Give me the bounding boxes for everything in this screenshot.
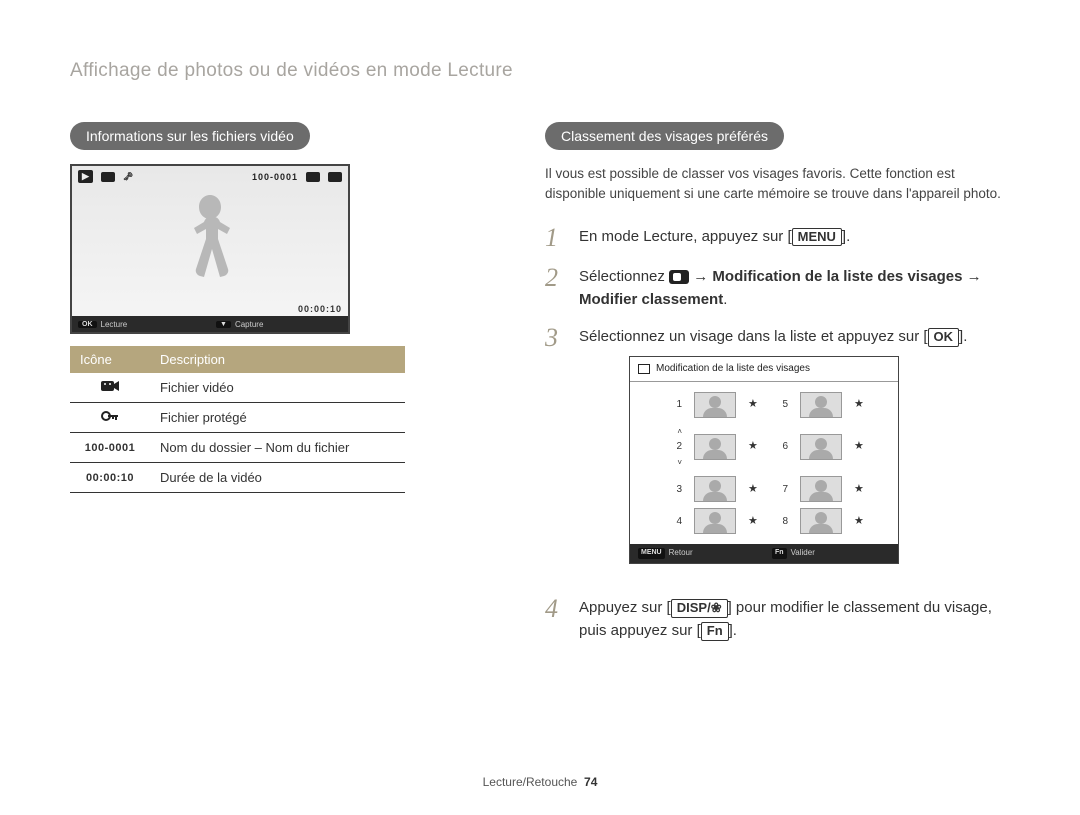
fn-button: Fn [701, 622, 729, 641]
intro-text: Il vous est possible de classer vos visa… [545, 164, 1010, 205]
rank-number: 3 [664, 482, 682, 498]
disp-button: DISP/❀ [671, 599, 728, 618]
rank-number: 6 [770, 439, 788, 455]
key-icon: 🗝 [123, 172, 133, 181]
folder-file-code-icon: 100-0001 [70, 433, 150, 463]
face-thumbnail [800, 392, 842, 418]
person-silhouette [170, 195, 250, 310]
step-2: Sélectionnez → Modification de la liste … [545, 265, 1010, 312]
footer-section: Lecture/Retouche [483, 775, 578, 789]
star-icon: ★ [854, 396, 864, 413]
rank-menu-button: MENU [638, 548, 665, 559]
page-title: Affichage de photos ou de vidéos en mode… [70, 60, 1010, 82]
step-1: En mode Lecture, appuyez sur [MENU]. [545, 225, 1010, 251]
rank-title: Modification de la liste des visages [656, 361, 810, 377]
step-4: Appuyez sur [DISP/❀] pour modifier le cl… [545, 596, 1010, 643]
rank-number: ˄2˅ [664, 424, 682, 471]
battery-icon [328, 172, 342, 182]
rank-number: 4 [664, 514, 682, 530]
star-icon: ★ [748, 438, 758, 455]
face-thumbnail [800, 434, 842, 460]
table-header-description: Description [150, 346, 405, 373]
face-thumbnail [800, 476, 842, 502]
folder-file-label: 100-0001 [252, 172, 298, 182]
face-ranking-screen: Modification de la liste des visages 1★ … [629, 356, 899, 563]
star-icon: ★ [854, 481, 864, 498]
rank-number: 1 [664, 397, 682, 413]
right-column: Classement des visages préférés Il vous … [545, 122, 1010, 656]
rank-ok-label: Valider [791, 547, 815, 559]
table-cell: Durée de la vidéo [150, 463, 405, 493]
step-3: Sélectionnez un visage dans la liste et … [545, 325, 1010, 582]
table-cell: Nom du dossier – Nom du fichier [150, 433, 405, 463]
table-header-icon: Icône [70, 346, 150, 373]
table-row: 100-0001 Nom du dossier – Nom du fichier [70, 433, 405, 463]
rank-number: 7 [770, 482, 788, 498]
video-file-icon [101, 172, 115, 182]
video-file-icon [101, 380, 119, 392]
star-icon: ★ [748, 513, 758, 530]
rank-number: 5 [770, 397, 788, 413]
rank-back-label: Retour [669, 547, 693, 559]
right-heading: Classement des visages préférés [545, 122, 784, 150]
protected-file-icon [101, 410, 119, 422]
video-duration: 00:00:10 [298, 304, 342, 314]
rank-number: 8 [770, 514, 788, 530]
table-row: Fichier vidéo [70, 373, 405, 403]
face-thumbnail [694, 434, 736, 460]
face-thumbnail [800, 508, 842, 534]
star-icon: ★ [748, 396, 758, 413]
footer-page-number: 74 [584, 775, 597, 789]
table-cell: Fichier protégé [150, 403, 405, 433]
face-thumbnail [694, 476, 736, 502]
play-icon: ▶ [78, 170, 93, 183]
star-icon: ★ [748, 481, 758, 498]
face-thumbnail [694, 392, 736, 418]
lcd-ok-button: OK [78, 321, 97, 328]
table-cell: Fichier vidéo [150, 373, 405, 403]
left-column: Informations sur les fichiers vidéo ▶ 🗝 … [70, 122, 405, 656]
menu-button: MENU [792, 228, 842, 247]
face-list-icon [638, 364, 650, 374]
rank-fn-button: Fn [772, 548, 787, 559]
video-info-screen: ▶ 🗝 100-0001 00:00:10 OK Lecture [70, 164, 350, 334]
lcd-down-button: ▼ [216, 321, 231, 328]
settings-icon [669, 270, 689, 284]
star-icon: ★ [854, 438, 864, 455]
icon-description-table: Icône Description Fichier vidéo [70, 346, 405, 493]
duration-code-icon: 00:00:10 [70, 463, 150, 493]
page-footer: Lecture/Retouche 74 [0, 775, 1080, 789]
flower-icon: ❀ [711, 600, 722, 615]
table-row: Fichier protégé [70, 403, 405, 433]
lcd-capture-label: Capture [235, 320, 263, 329]
left-heading: Informations sur les fichiers vidéo [70, 122, 310, 150]
ok-button: OK [928, 328, 960, 347]
lcd-lecture-label: Lecture [101, 320, 128, 329]
memory-icon [306, 172, 320, 182]
table-row: 00:00:10 Durée de la vidéo [70, 463, 405, 493]
face-thumbnail [694, 508, 736, 534]
star-icon: ★ [854, 513, 864, 530]
